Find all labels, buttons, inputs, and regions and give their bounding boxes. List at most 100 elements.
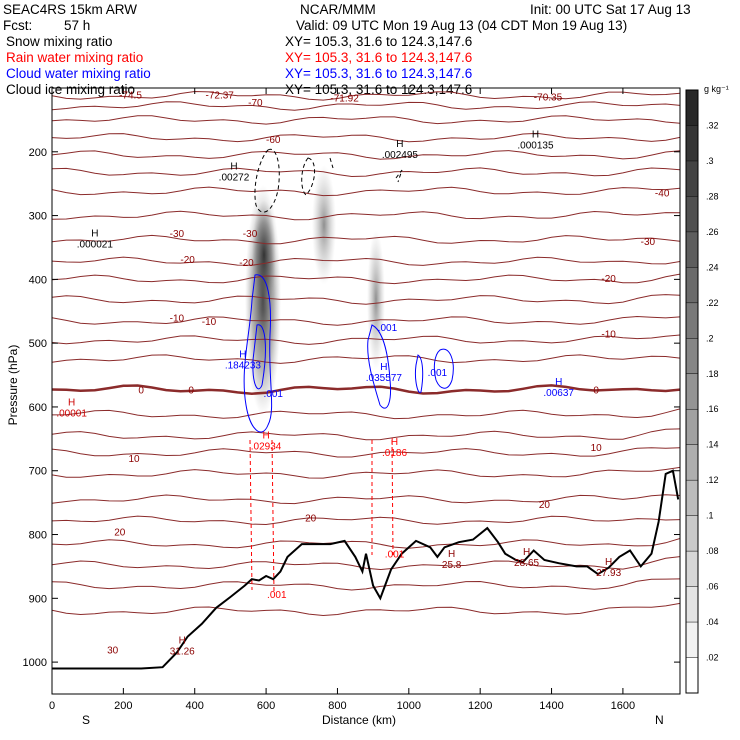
temperature-contour [52,132,680,143]
field-xy-range: XY= 105.3, 31.6 to 124.3,147.6 [285,66,473,81]
max-marker-h: H [230,161,237,172]
fcst-value: 57 h [64,18,91,33]
y-tick-label: 200 [29,147,47,159]
x-tick-label: 0 [49,700,55,712]
temperature-label: -74.5 [119,90,142,101]
cloud-water-contour-4 [415,354,424,394]
colorbar-segment [686,160,698,197]
plot-frame [51,87,681,695]
rain-contour-4 [391,439,394,556]
max-marker-h: H [555,377,562,388]
org-label: NCAR/MMM [300,2,376,17]
colorbar-segment [686,586,698,623]
colorbar-segment [686,657,698,693]
cloud-ice-contours [254,148,403,213]
colorbar-tick-label: .18 [706,369,719,379]
temperature-contours [52,90,680,617]
y-tick-label: 300 [29,211,47,223]
max-marker-value: .002495 [382,150,419,161]
max-marker-value: .0186 [382,448,407,459]
colorbar-segment [686,338,698,374]
colorbar-segment [686,302,698,339]
x-tick-label: 600 [257,700,275,712]
temperature-label: -71.92 [330,94,359,105]
temperature-contour [52,234,680,245]
x-tick-label: 1000 [397,700,421,712]
temperature-label: -72.37 [206,90,235,101]
temperature-contour [52,494,680,505]
colorbar-segment [686,551,698,587]
terrain-line [52,469,680,670]
max-marker-value: .00001 [56,408,87,419]
contour-label: .001 [428,368,448,379]
temperature-contour [52,354,680,364]
colorbar-tick-label: .06 [706,582,719,592]
max-marker-h: H [239,349,246,360]
max-marker-h: H [396,139,403,150]
colorbar-segment [686,480,698,516]
colorbar-segment [686,409,698,445]
contour-label: .001 [385,550,405,561]
colorbar-segment [686,444,698,481]
max-marker-h: H [68,397,75,408]
colorbar-tick-label: .24 [706,262,719,272]
colorbar-tick-label: .16 [706,404,719,414]
valid-time: Valid: 09 UTC Mon 19 Aug 13 (04 CDT Mon … [296,18,628,33]
contour-label: .001 [267,590,287,601]
colorbar-tick-label: .04 [706,617,719,627]
field-name: Cloud ice mixing ratio [6,82,136,97]
snow-shading [245,165,385,415]
temperature-contour [52,315,680,326]
temperature-contour [52,186,680,197]
snow-plume-3 [367,230,385,370]
temperature-contour [52,115,680,125]
temperature-label: -60 [266,135,281,146]
colorbar-tick-label: .1 [706,511,714,521]
temperature-label: 20 [539,500,551,511]
north-label: N [655,713,664,727]
ice-contour-3 [329,157,334,169]
max-marker-value: 28.65 [514,558,539,569]
max-marker-value: .184233 [225,360,262,371]
x-tick-label: 400 [186,700,204,712]
colorbar-tick-label: .08 [706,546,719,556]
max-marker-h: H [448,549,455,560]
temperature-label: -20 [180,255,195,266]
colorbar-tick-label: .2 [706,333,714,343]
colorbar: .02 .04 .06 .08 .1 .12 .14 .16 .18 .2 .22 .24 .26 .28… [685,89,719,694]
temperature-labels: -74.5 -72.37 -70 -71.92 -70.35 -60 -40 -30 -30 -3… [107,90,670,656]
rain-contour-2 [271,439,275,593]
max-marker-h: H [391,437,398,448]
model-title: SEAC4RS 15km ARW [3,2,138,17]
colorbar-segment [686,267,698,303]
cloud-water-contour-2 [252,324,266,390]
x-axis-title: Distance (km) [322,713,397,727]
y-axis-title: Pressure (hPa) [6,344,20,426]
temperature-label: -30 [243,229,258,240]
colorbar-tick-label: .02 [706,653,719,663]
temperature-contour [52,294,680,305]
colorbar-tick-label: .14 [706,440,719,450]
temperature-label: -30 [170,229,185,240]
y-tick-label: 600 [29,402,47,414]
contour-label: .001 [263,389,283,400]
temperature-contour [52,210,680,221]
temperature-label: 10 [129,454,141,465]
field-xy-range: XY= 105.3, 31.6 to 124.3,147.6 [285,34,473,49]
y-tick-label: 500 [29,338,47,350]
field-name: Snow mixing ratio [6,34,113,49]
x-tick-label: 1400 [539,700,563,712]
field-xy-range: XY= 105.3, 31.6 to 124.3,147.6 [285,50,473,65]
max-marker-value: .000021 [77,239,114,250]
x-axis: 0 200 400 600 800 1000 1200 1400 1600 [49,88,635,712]
temperature-label: -40 [655,189,670,200]
colorbar-segment [686,125,698,161]
ice-contour-4 [395,169,403,183]
temperature-contour [52,150,680,160]
colorbar-segment [686,231,698,268]
snow-plume-1-core [252,200,276,310]
y-tick-label: 1000 [23,657,47,669]
colorbar-unit: g kg⁻¹ [704,84,729,94]
temperature-label: -10 [170,314,185,325]
